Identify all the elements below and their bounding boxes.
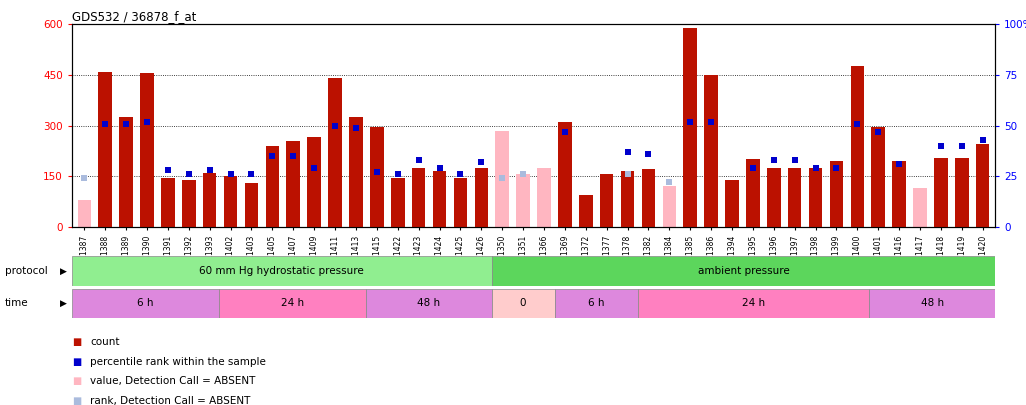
Bar [141, 73, 154, 227]
Bar [871, 127, 885, 227]
Bar [704, 75, 718, 227]
Bar [830, 161, 843, 227]
Bar [491, 289, 554, 318]
Text: value, Detection Call = ABSENT: value, Detection Call = ABSENT [90, 376, 255, 386]
Bar [641, 169, 656, 227]
Bar [219, 289, 365, 318]
Bar [538, 168, 551, 227]
Bar [869, 289, 995, 318]
Text: 24 h: 24 h [743, 298, 765, 308]
Bar [621, 171, 634, 227]
Bar [638, 289, 869, 318]
Text: ■: ■ [72, 376, 81, 386]
Bar [72, 289, 219, 318]
Bar [554, 289, 638, 318]
Text: 60 mm Hg hydrostatic pressure: 60 mm Hg hydrostatic pressure [199, 266, 364, 276]
Bar [411, 168, 426, 227]
Bar [663, 186, 676, 227]
Bar [224, 176, 237, 227]
Bar [851, 66, 864, 227]
Text: ambient pressure: ambient pressure [698, 266, 789, 276]
Bar [474, 168, 488, 227]
Bar [98, 72, 112, 227]
Text: 6 h: 6 h [137, 298, 154, 308]
Bar [370, 127, 384, 227]
Text: percentile rank within the sample: percentile rank within the sample [90, 357, 266, 367]
Bar [491, 256, 995, 286]
Bar [913, 188, 926, 227]
Bar [72, 256, 491, 286]
Bar [808, 168, 823, 227]
Bar [328, 78, 342, 227]
Bar [558, 122, 571, 227]
Text: 0: 0 [520, 298, 526, 308]
Bar [161, 178, 174, 227]
Bar [433, 171, 446, 227]
Text: 48 h: 48 h [417, 298, 440, 308]
Text: count: count [90, 337, 120, 347]
Bar [78, 200, 91, 227]
Text: time: time [5, 298, 29, 308]
Bar [391, 178, 404, 227]
Text: ■: ■ [72, 337, 81, 347]
Bar [955, 158, 969, 227]
Bar [496, 130, 509, 227]
Bar [976, 144, 989, 227]
Text: 48 h: 48 h [920, 298, 944, 308]
Bar [182, 179, 196, 227]
Bar [349, 117, 363, 227]
Bar [746, 159, 759, 227]
Bar [286, 141, 300, 227]
Bar [934, 158, 948, 227]
Bar [365, 289, 491, 318]
Text: ■: ■ [72, 396, 81, 405]
Bar [516, 175, 529, 227]
Bar [266, 146, 279, 227]
Text: protocol: protocol [5, 266, 48, 276]
Text: 24 h: 24 h [281, 298, 304, 308]
Bar [244, 183, 259, 227]
Text: ■: ■ [72, 357, 81, 367]
Bar [788, 168, 801, 227]
Text: ▶: ▶ [60, 299, 67, 308]
Bar [725, 179, 739, 227]
Bar [579, 195, 593, 227]
Bar [683, 28, 697, 227]
Text: ▶: ▶ [60, 266, 67, 275]
Bar [600, 175, 614, 227]
Text: rank, Detection Call = ABSENT: rank, Detection Call = ABSENT [90, 396, 250, 405]
Bar [893, 161, 906, 227]
Text: 6 h: 6 h [588, 298, 604, 308]
Bar [203, 173, 216, 227]
Text: GDS532 / 36878_f_at: GDS532 / 36878_f_at [72, 10, 196, 23]
Bar [119, 117, 133, 227]
Bar [453, 178, 467, 227]
Bar [767, 168, 781, 227]
Bar [308, 137, 321, 227]
